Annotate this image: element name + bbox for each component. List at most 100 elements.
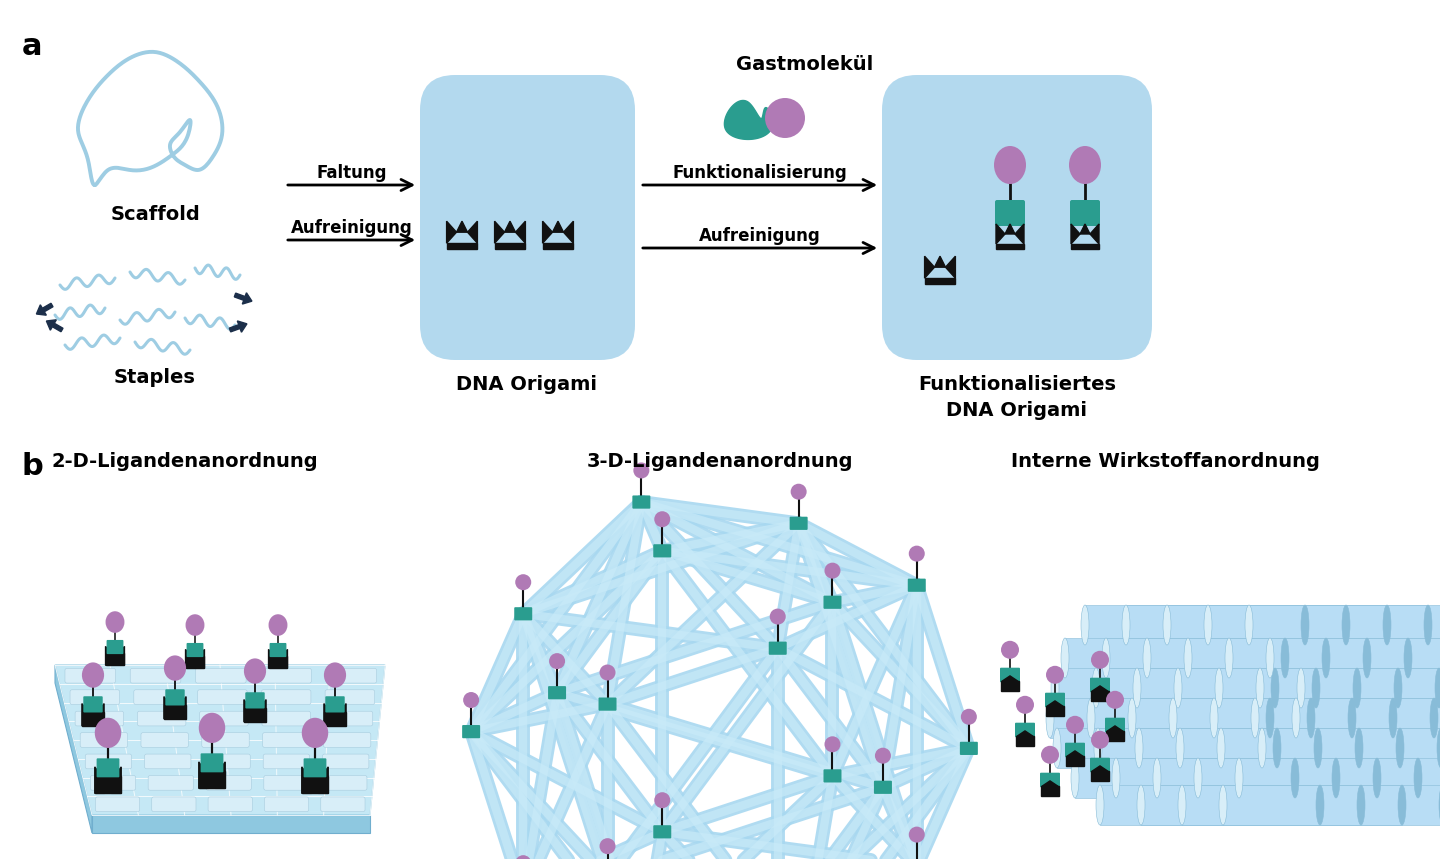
Polygon shape — [302, 777, 328, 794]
FancyBboxPatch shape — [1066, 743, 1084, 758]
Ellipse shape — [1356, 785, 1365, 825]
Text: DNA Origami: DNA Origami — [456, 375, 598, 394]
Circle shape — [1017, 696, 1034, 714]
Ellipse shape — [1259, 728, 1266, 768]
Polygon shape — [243, 708, 266, 722]
Ellipse shape — [1266, 698, 1274, 738]
Text: Funktionalisiertes
DNA Origami: Funktionalisiertes DNA Origami — [919, 375, 1116, 421]
Polygon shape — [1208, 605, 1428, 645]
Polygon shape — [563, 222, 573, 243]
FancyBboxPatch shape — [824, 595, 841, 609]
FancyBboxPatch shape — [91, 776, 135, 790]
Polygon shape — [1090, 224, 1099, 244]
Ellipse shape — [105, 612, 124, 633]
Ellipse shape — [1308, 698, 1315, 738]
FancyBboxPatch shape — [881, 75, 1152, 360]
Ellipse shape — [1215, 668, 1223, 708]
Polygon shape — [164, 704, 186, 719]
Polygon shape — [1220, 668, 1439, 708]
Polygon shape — [1092, 771, 1109, 781]
Ellipse shape — [1292, 698, 1300, 738]
FancyBboxPatch shape — [324, 711, 373, 726]
Circle shape — [765, 98, 805, 138]
Circle shape — [516, 574, 531, 590]
Ellipse shape — [1273, 728, 1282, 768]
Polygon shape — [1174, 698, 1392, 738]
Polygon shape — [1107, 726, 1123, 731]
Ellipse shape — [243, 658, 266, 684]
Polygon shape — [1126, 605, 1346, 645]
Polygon shape — [95, 777, 121, 794]
Circle shape — [791, 484, 806, 500]
Polygon shape — [1043, 781, 1058, 786]
FancyBboxPatch shape — [874, 781, 891, 794]
FancyBboxPatch shape — [960, 742, 978, 755]
Ellipse shape — [1256, 668, 1264, 708]
Polygon shape — [164, 697, 186, 719]
Polygon shape — [1080, 224, 1090, 234]
Ellipse shape — [1068, 146, 1102, 184]
Polygon shape — [1092, 766, 1109, 771]
Circle shape — [1106, 691, 1125, 709]
Ellipse shape — [1169, 698, 1176, 738]
FancyBboxPatch shape — [144, 754, 192, 769]
FancyBboxPatch shape — [769, 642, 786, 655]
Circle shape — [654, 511, 670, 527]
FancyBboxPatch shape — [209, 797, 252, 812]
Polygon shape — [1017, 731, 1032, 736]
FancyBboxPatch shape — [1090, 758, 1110, 772]
Polygon shape — [1166, 605, 1387, 645]
Ellipse shape — [1322, 638, 1331, 678]
Text: a: a — [22, 32, 43, 61]
FancyBboxPatch shape — [654, 825, 671, 838]
Ellipse shape — [1225, 638, 1233, 678]
Ellipse shape — [1081, 605, 1089, 645]
FancyBboxPatch shape — [85, 754, 131, 769]
Ellipse shape — [1372, 758, 1381, 798]
Text: Faltung: Faltung — [317, 164, 387, 182]
Polygon shape — [1096, 668, 1316, 708]
FancyBboxPatch shape — [420, 75, 635, 360]
FancyBboxPatch shape — [265, 797, 308, 812]
Polygon shape — [935, 256, 946, 267]
Polygon shape — [1066, 638, 1284, 678]
Circle shape — [654, 792, 670, 808]
Polygon shape — [1005, 224, 1015, 234]
Polygon shape — [1106, 638, 1326, 678]
Polygon shape — [1132, 698, 1352, 738]
Ellipse shape — [1133, 668, 1140, 708]
FancyBboxPatch shape — [75, 711, 124, 726]
Circle shape — [1092, 651, 1109, 669]
Circle shape — [960, 709, 976, 725]
Ellipse shape — [1297, 668, 1305, 708]
Polygon shape — [302, 767, 328, 794]
Ellipse shape — [1138, 785, 1145, 825]
FancyBboxPatch shape — [264, 754, 310, 769]
Ellipse shape — [1092, 668, 1100, 708]
Ellipse shape — [1184, 638, 1192, 678]
Polygon shape — [1050, 698, 1270, 738]
Polygon shape — [1214, 698, 1434, 738]
Polygon shape — [1057, 728, 1277, 768]
Ellipse shape — [1355, 728, 1364, 768]
FancyBboxPatch shape — [197, 690, 248, 704]
Polygon shape — [1138, 668, 1356, 708]
FancyBboxPatch shape — [325, 668, 377, 683]
Ellipse shape — [1102, 638, 1110, 678]
Polygon shape — [1045, 706, 1064, 716]
Ellipse shape — [1210, 698, 1218, 738]
Ellipse shape — [1266, 638, 1274, 678]
Polygon shape — [1139, 728, 1359, 768]
Polygon shape — [268, 649, 288, 668]
Polygon shape — [1099, 728, 1318, 768]
Circle shape — [1045, 666, 1064, 684]
Polygon shape — [82, 711, 104, 726]
Polygon shape — [199, 762, 225, 789]
FancyBboxPatch shape — [1104, 718, 1125, 733]
Ellipse shape — [1094, 728, 1102, 768]
Polygon shape — [1148, 638, 1367, 678]
Ellipse shape — [1398, 785, 1405, 825]
Ellipse shape — [1316, 785, 1323, 825]
Polygon shape — [1106, 731, 1125, 741]
Polygon shape — [55, 665, 92, 833]
